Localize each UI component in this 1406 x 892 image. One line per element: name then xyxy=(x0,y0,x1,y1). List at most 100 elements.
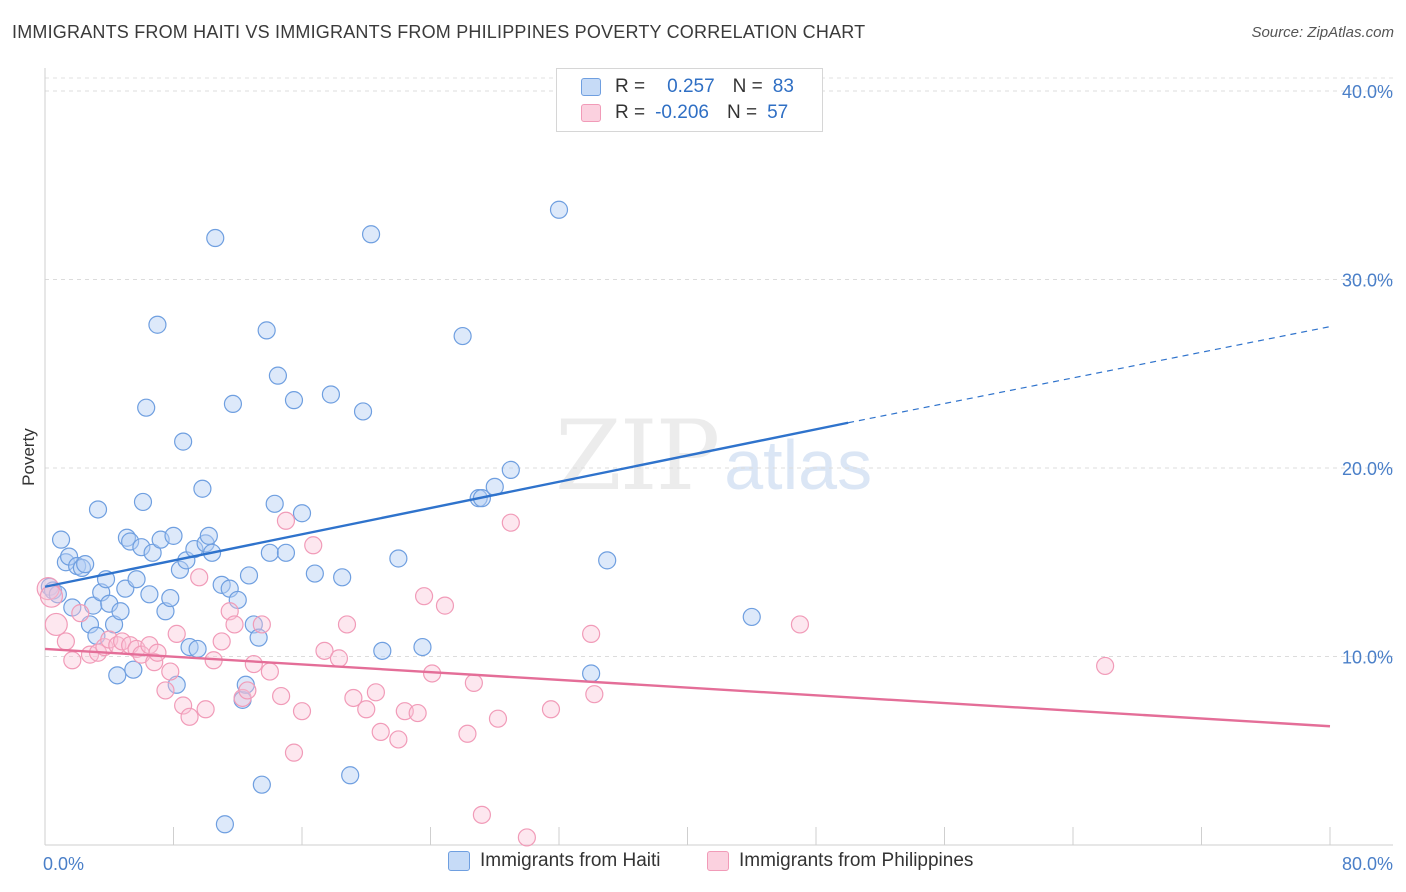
philippines-point-24 xyxy=(196,700,215,719)
series-legend-haiti: Immigrants from Haiti xyxy=(448,850,661,872)
haiti-r-value: 0.257 xyxy=(667,76,715,97)
source-label: Source: ZipAtlas.com xyxy=(1251,24,1394,41)
haiti-point-46 xyxy=(206,228,225,248)
y-tick-label-3: 40.0% xyxy=(1342,82,1393,102)
haiti-n-value: 83 xyxy=(772,76,794,97)
philippines-point-45 xyxy=(371,722,390,742)
y-tick-label-2: 30.0% xyxy=(1342,271,1393,291)
haiti-point-82 xyxy=(582,664,601,683)
philippines-point-31 xyxy=(244,654,263,674)
haiti-point-9 xyxy=(76,555,95,574)
philippines-point-21 xyxy=(174,696,193,715)
philippines-point-56 xyxy=(501,513,520,532)
philippines-point-26 xyxy=(212,632,231,651)
legend-row-haiti: R = 0.257 N = 83 xyxy=(581,74,794,100)
haiti-point-78 xyxy=(501,460,520,479)
haiti-point-27 xyxy=(137,398,156,417)
philippines-point-3 xyxy=(56,632,75,651)
philippines-r-value: -0.206 xyxy=(655,102,709,123)
haiti-point-70 xyxy=(361,225,381,244)
philippines-point-22 xyxy=(180,707,199,726)
philippines-point-30 xyxy=(238,681,257,700)
haiti-point-81 xyxy=(742,607,761,627)
philippines-point-38 xyxy=(304,536,323,555)
haiti-point-54 xyxy=(239,566,259,585)
series-legend-philippines: Immigrants from Philippines xyxy=(707,850,973,872)
philippines-point-61 xyxy=(790,615,810,634)
haiti-n-label: N = xyxy=(732,76,763,97)
haiti-point-65 xyxy=(305,564,324,583)
philippines-point-19 xyxy=(161,662,180,681)
haiti-trend-line xyxy=(44,421,849,588)
correlation-legend: R = 0.257 N = 83 R = -0.206 N = 57 xyxy=(556,68,823,132)
haiti-point-28 xyxy=(140,585,159,604)
philippines-point-33 xyxy=(260,662,279,681)
haiti-point-34 xyxy=(164,526,183,545)
haiti-point-25 xyxy=(132,538,151,557)
haiti-point-71 xyxy=(373,641,392,660)
philippines-point-36 xyxy=(284,743,304,762)
x-tick-label-0: 0.0% xyxy=(43,854,84,874)
haiti-point-57 xyxy=(252,775,271,794)
haiti-point-19 xyxy=(111,602,130,621)
haiti-point-67 xyxy=(333,568,352,587)
x-tick-label-1: 80.0% xyxy=(1342,854,1393,874)
philippines-point-49 xyxy=(414,587,434,606)
philippines-point-57 xyxy=(517,828,536,847)
philippines-point-39 xyxy=(315,641,334,660)
y-tick-label-1: 20.0% xyxy=(1342,459,1393,479)
philippines-point-28 xyxy=(225,615,244,634)
philippines-n-value: 57 xyxy=(767,102,789,123)
haiti-point-26 xyxy=(133,492,153,512)
philippines-point-62 xyxy=(1096,656,1115,676)
philippines-point-4 xyxy=(63,651,82,670)
philippines-point-20 xyxy=(167,624,186,643)
haiti-point-42 xyxy=(193,479,212,498)
haiti-point-61 xyxy=(268,366,288,385)
philippines-point-5 xyxy=(71,604,90,623)
haiti-point-69 xyxy=(353,402,373,421)
haiti-point-80 xyxy=(598,551,617,570)
philippines-point-40 xyxy=(329,649,349,668)
series-legend-haiti-label: Immigrants from Haiti xyxy=(480,850,661,871)
haiti-point-24 xyxy=(127,570,146,589)
philippines-point-37 xyxy=(292,702,312,721)
haiti-point-68 xyxy=(341,766,360,785)
haiti-point-60 xyxy=(265,494,284,513)
haiti-point-64 xyxy=(292,504,312,523)
philippines-r-label: R = xyxy=(615,102,646,123)
philippines-point-60 xyxy=(585,685,604,704)
series-legend-haiti-swatch xyxy=(448,851,470,871)
haiti-point-66 xyxy=(321,385,341,404)
philippines-point-52 xyxy=(458,724,477,743)
philippines-point-55 xyxy=(488,709,508,728)
haiti-point-23 xyxy=(124,660,143,679)
haiti-point-44 xyxy=(199,526,218,545)
philippines-point-41 xyxy=(337,615,357,634)
haiti-point-30 xyxy=(148,315,167,334)
philippines-point-2 xyxy=(44,612,68,637)
philippines-point-35 xyxy=(276,511,296,530)
haiti-point-48 xyxy=(215,815,234,834)
haiti-point-4 xyxy=(56,553,75,572)
series-legend-philippines-label: Immigrants from Philippines xyxy=(739,850,974,871)
philippines-point-18 xyxy=(156,681,175,700)
haiti-point-22 xyxy=(121,532,140,551)
philippines-point-44 xyxy=(366,683,385,702)
haiti-point-79 xyxy=(549,200,569,219)
philippines-point-43 xyxy=(357,700,376,719)
philippines-point-59 xyxy=(582,624,601,643)
y-axis-title: Poverty xyxy=(19,428,38,486)
haiti-point-40 xyxy=(185,539,204,559)
philippines-point-32 xyxy=(252,615,271,634)
philippines-point-51 xyxy=(435,596,455,615)
philippines-point-58 xyxy=(541,700,561,719)
haiti-point-62 xyxy=(276,543,296,562)
legend-row-philippines: R = -0.206 N = 57 xyxy=(581,100,788,126)
haiti-point-18 xyxy=(108,666,127,685)
philippines-point-1 xyxy=(39,584,64,608)
philippines-n-label: N = xyxy=(726,102,758,123)
philippines-point-46 xyxy=(389,730,408,749)
haiti-point-73 xyxy=(413,637,432,657)
philippines-point-23 xyxy=(190,568,209,587)
